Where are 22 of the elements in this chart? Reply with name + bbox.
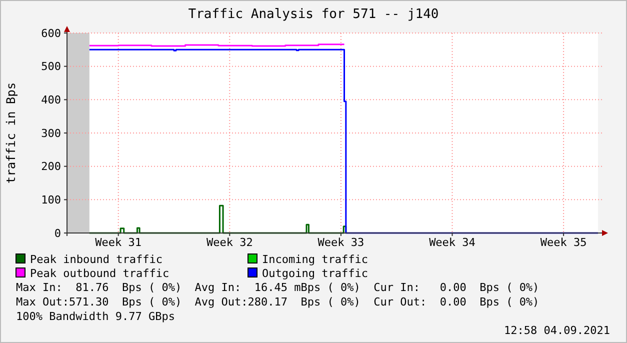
legend-label: Peak inbound traffic — [30, 253, 162, 266]
y-tick-label: 0 — [54, 226, 61, 240]
x-tick-label: Week 31 — [95, 236, 142, 249]
y-tick-label: 600 — [41, 26, 61, 40]
legend-label: Incoming traffic — [262, 253, 368, 266]
text: Max In: 81.76 Bps ( 0%) Avg In: 16.45 mBps ( 0%) Cur In: 0.00 Bps ( 0%) — [16, 281, 540, 294]
x-tick-label: Week 35 — [540, 236, 587, 249]
x-tick-label: Week 34 — [429, 236, 476, 249]
text: 100% Bandwidth 9.77 GBps — [16, 310, 175, 323]
y-axis-title: traffic in Bps — [4, 82, 18, 184]
text: Max Out:571.30 Bps ( 0%) Avg Out:280.17 Bps ( 0%) Cur Out: 0.00 Bps ( 0%) — [16, 296, 540, 308]
y-tick-label: 200 — [41, 160, 61, 174]
legend-label: Peak outbound traffic — [30, 267, 170, 280]
y-tick-label: 400 — [41, 94, 61, 107]
legend-label: Outgoing traffic — [262, 267, 368, 280]
y-tick-label: 300 — [41, 126, 61, 140]
y-tick-label: 500 — [41, 60, 61, 74]
text: 12:58 04.09.2021 — [504, 324, 610, 337]
y-tick-label: 100 — [41, 194, 61, 207]
x-tick-label: Week 33 — [318, 236, 364, 249]
x-tick-label: Week 32 — [206, 236, 253, 249]
chart-title: Traffic Analysis for 571 -- j140 — [188, 7, 439, 22]
